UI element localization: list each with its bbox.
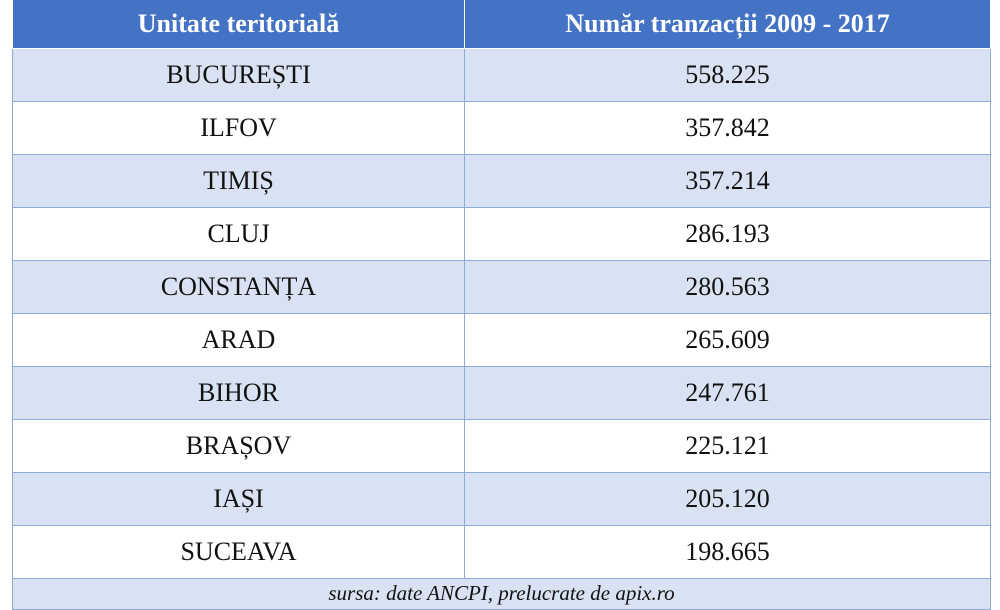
cell-unit: BIHOR [12,366,465,420]
cell-unit: CLUJ [12,207,465,261]
transactions-table: Unitate teritorială Număr tranzacții 200… [12,0,991,610]
header-unit: Unitate teritorială [12,0,465,49]
cell-unit: SUCEAVA [12,525,465,579]
source-note: sursa: date ANCPI, prelucrate de apix.ro [12,578,991,610]
cell-unit: TIMIȘ [12,154,465,208]
cell-transactions: 265.609 [464,313,991,367]
cell-transactions: 286.193 [464,207,991,261]
cell-unit: ARAD [12,313,465,367]
cell-transactions: 357.842 [464,101,991,155]
transactions-table-container: Unitate teritorială Număr tranzacții 200… [12,0,991,610]
cell-transactions: 205.120 [464,472,991,526]
table-row: ILFOV 357.842 [12,101,991,155]
cell-unit: BUCUREȘTI [12,48,465,102]
cell-unit: ILFOV [12,101,465,155]
cell-transactions: 198.665 [464,525,991,579]
table-row: SUCEAVA 198.665 [12,525,991,579]
table-row: CONSTANȚA 280.563 [12,260,991,314]
table-row: BIHOR 247.761 [12,366,991,420]
cell-transactions: 247.761 [464,366,991,420]
cell-unit: BRAȘOV [12,419,465,473]
table-footer-row: sursa: date ANCPI, prelucrate de apix.ro [12,578,991,610]
table-row: TIMIȘ 357.214 [12,154,991,208]
table-row: ARAD 265.609 [12,313,991,367]
cell-transactions: 225.121 [464,419,991,473]
cell-transactions: 558.225 [464,48,991,102]
cell-unit: CONSTANȚA [12,260,465,314]
cell-transactions: 280.563 [464,260,991,314]
table-row: IAȘI 205.120 [12,472,991,526]
table-row: CLUJ 286.193 [12,207,991,261]
table-row: BUCUREȘTI 558.225 [12,48,991,102]
table-header-row: Unitate teritorială Număr tranzacții 200… [12,0,991,49]
header-transactions: Număr tranzacții 2009 - 2017 [464,0,991,49]
table-row: BRAȘOV 225.121 [12,419,991,473]
cell-transactions: 357.214 [464,154,991,208]
cell-unit: IAȘI [12,472,465,526]
